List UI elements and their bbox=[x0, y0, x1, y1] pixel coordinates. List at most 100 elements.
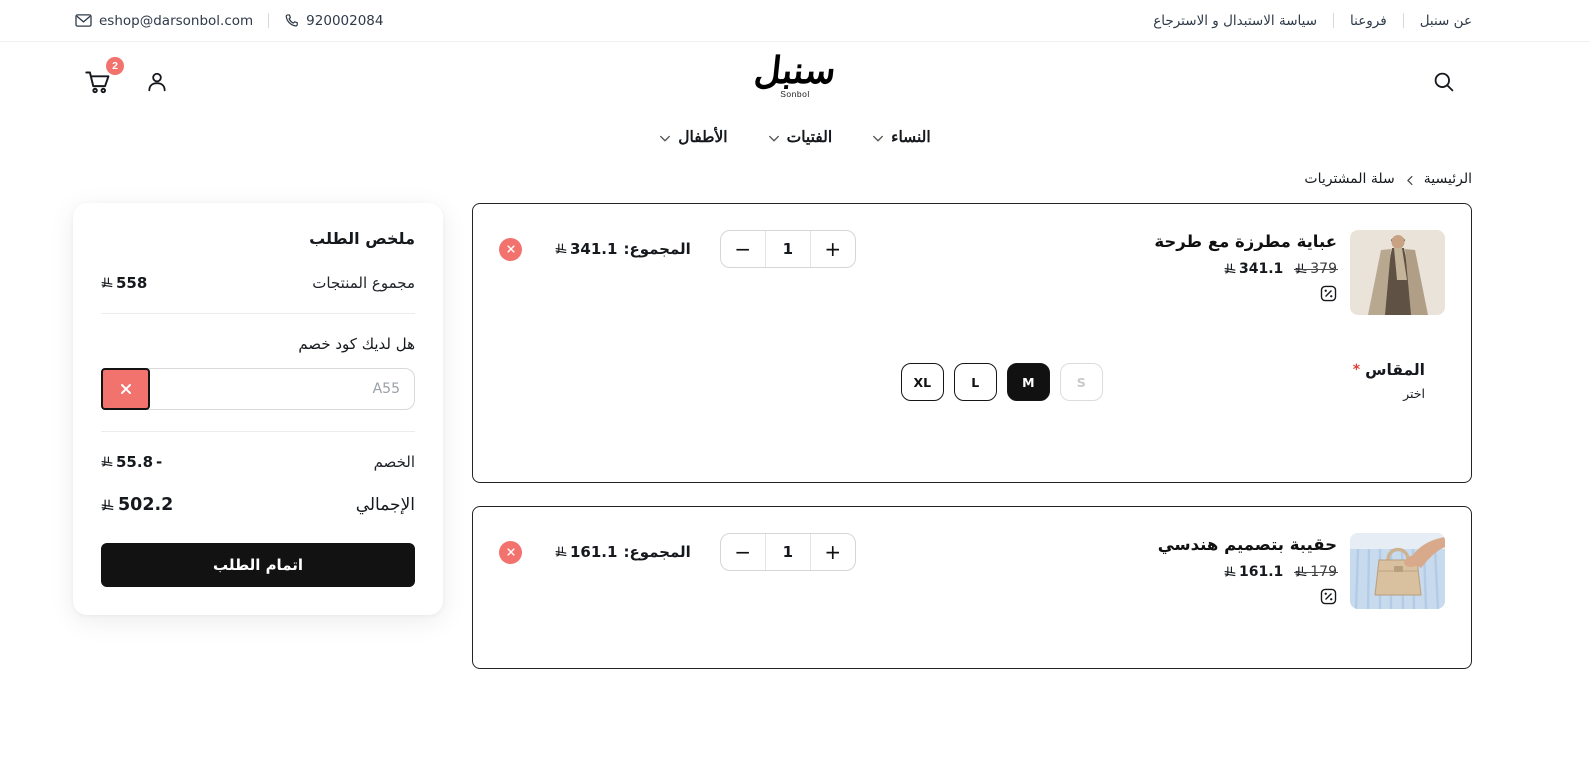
checkout-button[interactable]: اتمام الطلب bbox=[101, 543, 415, 587]
link-return-policy[interactable]: سياسة الاستبدال و الاسترجاع bbox=[1153, 12, 1318, 29]
contact-info: eshop@darsonbol.com 920002084 bbox=[75, 13, 383, 29]
decrease-quantity-button[interactable]: − bbox=[721, 534, 765, 570]
header: سنبل Sonbol 2 bbox=[0, 50, 1590, 114]
size-label-block: المقاس * اختر bbox=[1353, 361, 1425, 401]
decrease-quantity-button[interactable]: − bbox=[721, 231, 765, 267]
size-selector: المقاس * اختر S M L XL bbox=[499, 361, 1445, 401]
email-text: eshop@darsonbol.com bbox=[99, 12, 254, 29]
phone-link[interactable]: 920002084 bbox=[284, 13, 383, 29]
cart-item-card: عباية مطرزة مع طرحة 379 341.1 bbox=[472, 203, 1472, 483]
clear-coupon-icon bbox=[120, 384, 131, 394]
price-row: 379 341.1 bbox=[1154, 261, 1338, 277]
coupon-box bbox=[101, 368, 415, 410]
size-option-l[interactable]: L bbox=[953, 363, 997, 401]
remove-item-icon bbox=[506, 245, 515, 253]
divider bbox=[268, 13, 270, 28]
size-option-m[interactable]: M bbox=[1006, 363, 1050, 401]
nav-item-women[interactable]: النساء bbox=[872, 128, 931, 147]
current-price: 161.1 bbox=[1224, 564, 1283, 580]
chevron-down-icon bbox=[768, 135, 779, 142]
line-total-amount: 341.1 bbox=[555, 240, 617, 258]
cart-page: عباية مطرزة مع طرحة 379 341.1 bbox=[0, 203, 1590, 692]
nav-label: الفتيات bbox=[786, 129, 833, 146]
sar-currency-icon bbox=[1224, 566, 1236, 577]
chevron-down-icon bbox=[660, 135, 671, 142]
cart-items-list: عباية مطرزة مع طرحة 379 341.1 bbox=[472, 203, 1472, 692]
cart-button[interactable]: 2 bbox=[80, 57, 124, 99]
sar-currency-icon bbox=[101, 456, 113, 467]
increase-quantity-button[interactable]: + bbox=[811, 534, 855, 570]
size-option-xl[interactable]: XL bbox=[900, 363, 944, 401]
cart-count-badge: 2 bbox=[106, 57, 124, 75]
product-title: عباية مطرزة مع طرحة bbox=[1154, 232, 1337, 251]
item-controls: − 1 + المجموع: 341.1 bbox=[499, 230, 856, 268]
increase-quantity-button[interactable]: + bbox=[811, 231, 855, 267]
product-text: عباية مطرزة مع طرحة 379 341.1 bbox=[1154, 230, 1338, 315]
discount-value: - 55.8 bbox=[101, 453, 162, 471]
breadcrumb: الرئيسية سلة المشتريات bbox=[0, 171, 1590, 187]
line-total: المجموع: 341.1 bbox=[555, 240, 691, 258]
cart-item-card: حقيبة بتصميم هندسي 179 161.1 bbox=[472, 506, 1472, 669]
topbar: عن سنبل فروعنا سياسة الاستبدال و الاسترج… bbox=[0, 0, 1590, 42]
nav-label: النساء bbox=[891, 129, 931, 146]
discount-label: الخصم bbox=[373, 453, 415, 471]
search-button[interactable] bbox=[1428, 66, 1460, 98]
topbar-links: عن سنبل فروعنا سياسة الاستبدال و الاسترج… bbox=[1153, 13, 1472, 29]
envelope-icon bbox=[75, 14, 92, 27]
logo-arabic-text: سنبل bbox=[752, 50, 838, 91]
product-info: حقيبة بتصميم هندسي 179 161.1 bbox=[1158, 533, 1445, 609]
link-about[interactable]: عن سنبل bbox=[1419, 12, 1472, 29]
coupon-input[interactable] bbox=[101, 368, 415, 410]
quantity-stepper: − 1 + bbox=[719, 533, 856, 571]
size-option-s: S bbox=[1059, 363, 1103, 401]
product-image-bag bbox=[1350, 533, 1445, 609]
remove-item-icon bbox=[506, 548, 515, 556]
sar-currency-icon bbox=[555, 243, 567, 254]
order-summary: ملخص الطلب مجموع المنتجات 558 هل لديك كو… bbox=[73, 203, 443, 615]
divider bbox=[1402, 13, 1404, 28]
sar-currency-icon bbox=[1224, 263, 1236, 274]
account-button[interactable] bbox=[141, 66, 173, 98]
coupon-label: هل لديك كود خصم bbox=[298, 335, 415, 353]
breadcrumb-home[interactable]: الرئيسية bbox=[1423, 171, 1472, 187]
grand-total-row: الإجمالي 502.2 bbox=[101, 495, 415, 515]
line-total-label: المجموع: bbox=[623, 240, 691, 258]
subtotal-row: مجموع المنتجات 558 bbox=[101, 274, 415, 292]
divider bbox=[1333, 13, 1335, 28]
summary-title: ملخص الطلب bbox=[309, 229, 415, 248]
remove-item-button[interactable] bbox=[499, 540, 522, 564]
discount-badge-icon bbox=[1154, 285, 1337, 302]
required-asterisk: * bbox=[1352, 362, 1361, 378]
search-icon bbox=[1434, 72, 1454, 92]
product-info: عباية مطرزة مع طرحة 379 341.1 bbox=[1154, 230, 1445, 315]
quantity-value: 1 bbox=[764, 231, 811, 267]
remove-item-button[interactable] bbox=[499, 237, 522, 261]
phone-text: 920002084 bbox=[306, 12, 384, 29]
old-price: 379 bbox=[1294, 261, 1338, 277]
old-price: 179 bbox=[1294, 564, 1338, 580]
nav-item-children[interactable]: الأطفال bbox=[659, 128, 728, 147]
subtotal-value: 558 bbox=[101, 274, 147, 292]
store-logo[interactable]: سنبل Sonbol bbox=[752, 50, 838, 99]
sar-currency-icon bbox=[101, 499, 114, 510]
sar-currency-icon bbox=[101, 277, 113, 288]
sar-currency-icon bbox=[1295, 566, 1307, 577]
line-total-amount: 161.1 bbox=[555, 543, 617, 561]
item-controls: − 1 + المجموع: 161.1 bbox=[499, 533, 856, 571]
sar-currency-icon bbox=[555, 546, 567, 557]
clear-coupon-button[interactable] bbox=[101, 368, 150, 410]
grand-total-label: الإجمالي bbox=[355, 495, 415, 515]
link-branches[interactable]: فروعنا bbox=[1350, 12, 1387, 29]
nav-item-girls[interactable]: الفتيات bbox=[768, 128, 833, 147]
size-hint: اختر bbox=[1403, 386, 1425, 401]
line-total-label: المجموع: bbox=[623, 543, 691, 561]
product-image-abaya bbox=[1350, 230, 1445, 315]
divider bbox=[101, 313, 415, 314]
divider bbox=[101, 431, 415, 432]
user-icon bbox=[148, 72, 166, 92]
email-link[interactable]: eshop@darsonbol.com bbox=[75, 13, 253, 29]
chevron-down-icon bbox=[873, 135, 884, 142]
logo-latin-text: Sonbol bbox=[780, 88, 810, 99]
sar-currency-icon bbox=[1295, 263, 1307, 274]
phone-icon bbox=[285, 14, 299, 27]
